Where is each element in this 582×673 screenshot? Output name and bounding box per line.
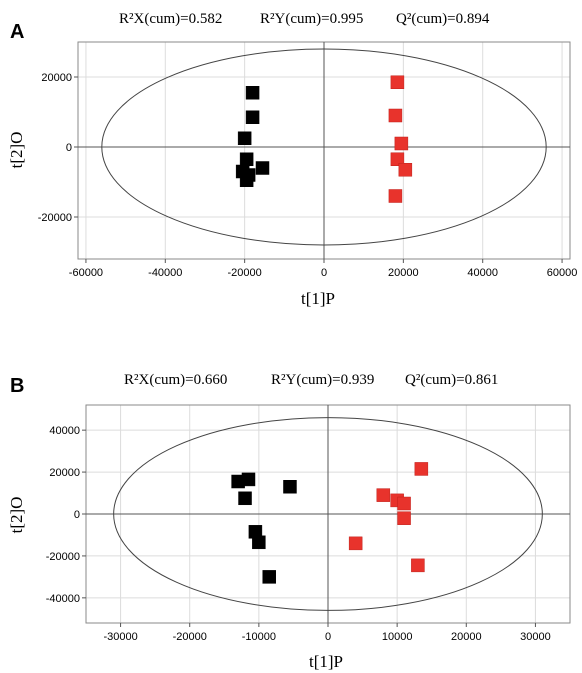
panel-b-x-tick-label: 30000 xyxy=(520,631,551,643)
panel-a-x-tick-label: 20000 xyxy=(388,267,419,279)
panel-a-point-red xyxy=(394,136,409,151)
panel-b-r2y: R²Y(cum)=0.939 xyxy=(271,372,374,388)
panel-b-y-tick-label: 40000 xyxy=(49,425,80,437)
panel-b-plot: -30000 -20000 -10000 0 10000 20000 30000 -40000… xyxy=(46,404,571,643)
panel-a-x-tick-label: 40000 xyxy=(467,267,498,279)
panel-b-x-tick-label: 10000 xyxy=(382,631,413,643)
panel-a-x-tick-label: 60000 xyxy=(547,267,578,279)
panel-a-x-tick-label: -20000 xyxy=(228,267,262,279)
panel-b-y-tick-label: 0 xyxy=(74,509,80,521)
panel-a-ylabel: t[2]O xyxy=(7,132,26,169)
panel-b-point-black xyxy=(283,480,297,494)
panel-a-point-red xyxy=(390,152,405,166)
panel-a-plot: -60000 -40000 -20000 0 20000 40000 60000 -20000… xyxy=(38,41,578,279)
panel-a-point-red xyxy=(388,189,403,203)
panel-a-xlabel: t[1]P xyxy=(301,289,335,308)
panel-b-x-tick-label: 20000 xyxy=(451,631,482,643)
panel-a-point-red xyxy=(390,75,405,89)
panel-a: A R²X(cum)=0.582 R²Y(cum)=0.995 Q²(cum)=… xyxy=(7,11,577,308)
panel-a-q2: Q²(cum)=0.894 xyxy=(396,11,490,27)
panel-b-x-tick-label: -10000 xyxy=(242,631,276,643)
panel-b: B R²X(cum)=0.660 R²Y(cum)=0.939 Q²(cum)=… xyxy=(7,372,571,671)
panel-b-q2: Q²(cum)=0.861 xyxy=(405,372,498,388)
panel-b-x-tick-label: -20000 xyxy=(173,631,207,643)
panel-b-point-black xyxy=(241,472,256,487)
panel-a-y-tick-label: 0 xyxy=(66,142,72,154)
panel-b-y-tick-label: -40000 xyxy=(46,593,80,605)
panel-b-point-red xyxy=(376,488,391,502)
panel-a-hotelling-ellipse xyxy=(101,48,547,246)
panel-a-point-black xyxy=(255,161,270,175)
panel-a-point-red xyxy=(398,163,413,177)
panel-a-x-tick-label: 0 xyxy=(321,267,327,279)
panel-a-r2y: R²Y(cum)=0.995 xyxy=(260,11,363,27)
panel-a-r2x: R²X(cum)=0.582 xyxy=(119,11,222,27)
panel-b-point-red xyxy=(348,536,363,551)
panel-a-point-black xyxy=(237,131,252,145)
panel-a-x-tick-label: -40000 xyxy=(148,267,182,279)
panel-b-x-tick-label: -30000 xyxy=(103,631,137,643)
panel-b-xlabel: t[1]P xyxy=(309,652,343,671)
panel-a-y-tick-label: 20000 xyxy=(41,72,72,84)
panel-b-point-black xyxy=(252,535,266,550)
panel-b-hotelling-ellipse xyxy=(113,417,543,611)
panel-b-point-red xyxy=(397,511,411,525)
panel-a-point-red xyxy=(388,108,403,123)
panel-b-point-red xyxy=(414,462,429,476)
panel-b-y-tick-label: -20000 xyxy=(46,551,80,563)
panel-a-y-tick-label: -20000 xyxy=(38,212,72,224)
panel-b-ylabel: t[2]O xyxy=(7,497,26,534)
panel-b-point-black xyxy=(262,570,276,584)
panel-b-y-tick-label: 20000 xyxy=(49,467,80,479)
panel-b-point-red xyxy=(397,496,411,511)
panel-b-point-black xyxy=(238,491,252,506)
panel-a-point-black xyxy=(239,173,254,187)
panel-a-x-tick-label: -60000 xyxy=(69,267,103,279)
panel-b-x-tick-label: 0 xyxy=(325,631,331,643)
panel-b-point-red xyxy=(411,558,425,573)
panel-a-point-black xyxy=(239,152,254,166)
panel-a-point-black xyxy=(245,110,260,124)
panel-b-r2x: R²X(cum)=0.660 xyxy=(124,372,227,388)
panel-a-point-black xyxy=(245,86,260,100)
panel-b-label: B xyxy=(10,375,24,397)
panel-a-label: A xyxy=(10,21,24,43)
